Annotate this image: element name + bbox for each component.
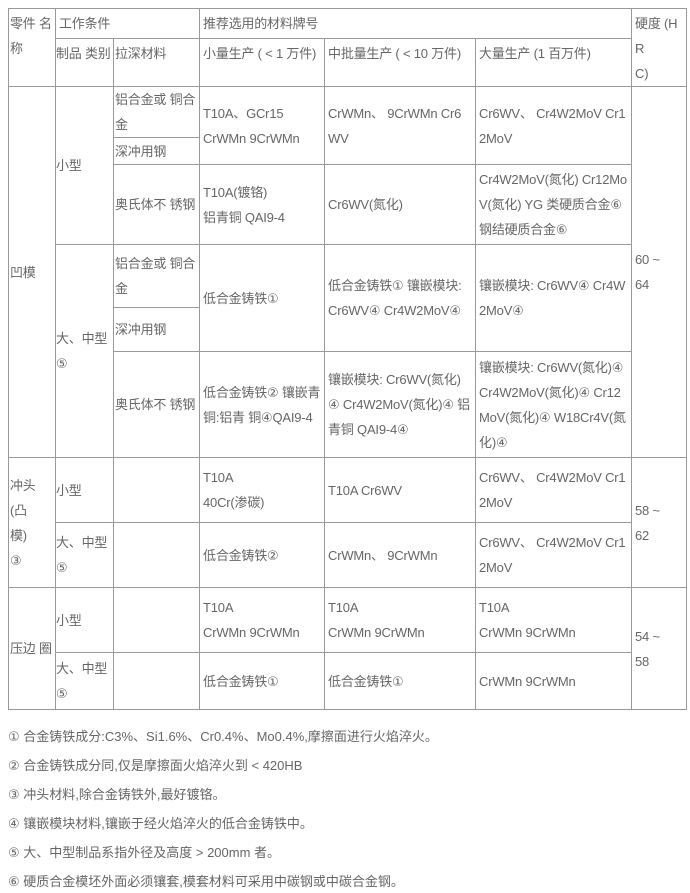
header-part-name: 零件 名称 xyxy=(8,8,56,87)
cell-die-large-material-steel: 深冲用钢 xyxy=(112,307,201,352)
header-product-category: 制品 类别 xyxy=(55,38,114,87)
cell-holder-large-mid: 低合金铸铁① xyxy=(324,652,477,710)
cell-punch-large-high: Cr6WV、 Cr4W2MoV Cr12MoV xyxy=(475,522,633,588)
cell-punch-small-high: Cr6WV、 Cr4W2MoV Cr12MoV xyxy=(475,457,633,523)
table-row: 压边 圈 小型 T10A CrWMn 9CrWMn T10A CrWMn 9Cr… xyxy=(8,587,688,710)
footnotes: ① 合金铸铁成分:C3%、Si1.6%、Cr0.4%、Mo0.4%,摩擦面进行火… xyxy=(8,726,686,893)
cell-punch-large-mid: CrWMn、 9CrWMn xyxy=(324,522,477,588)
cell-die-large-r2-mid: 镶嵌模块: Cr6WV(氮化)④ Cr4W2MoV(氮化)④ 铝青铜 QAI9-… xyxy=(324,351,477,458)
cell-punch-small-category: 小型 xyxy=(55,457,114,523)
cell-holder-small-low: T10A CrWMn 9CrWMn xyxy=(199,587,326,653)
table-row: 冲头 (凸 模) ③ 小型 T10A 40Cr(渗碳) T10A Cr6WV C… xyxy=(8,457,688,588)
cell-holder-large-high: CrWMn 9CrWMn xyxy=(475,652,633,710)
cell-holder-small-high: T10A CrWMn 9CrWMn xyxy=(475,587,633,653)
cell-punch-small-mid: T10A Cr6WV xyxy=(324,457,477,523)
cell-die-large-material-alloy: 铝合金或 铜合金 xyxy=(112,244,201,308)
cell-die-large-category: 大、中型⑤ xyxy=(55,244,114,458)
cell-punch-large-category: 大、中型⑤ xyxy=(55,522,114,588)
table-row: 大、中型⑤ 铝合金或 铜合金 低合金铸铁① 低合金铸铁① 镶嵌模块: Cr6WV… xyxy=(9,244,687,458)
cell-die-small-r2-low: T10A(镀铬) 铝青铜 QAI9-4 xyxy=(199,164,326,245)
cell-die-large-r2-high: 镶嵌模块: Cr6WV(氮化)④ Cr4W2MoV(氮化)④ Cr12MoV(氮… xyxy=(475,351,633,458)
header-recommended-materials: 推荐选用的材料牌号 xyxy=(199,7,633,40)
cell-die-small-r2-high: Cr4W2MoV(氮化) Cr12MoV(氮化) YG 类硬质合金⑥ 钢结硬质合… xyxy=(475,164,633,245)
cell-punch-large-low: 低合金铸铁② xyxy=(199,522,326,588)
header-small-batch: 小量生产 ( < 1 万件) xyxy=(199,38,326,87)
cell-die-small-r1-low: T10A、GCr15 CrWMn 9CrWMn xyxy=(199,86,326,165)
cell-die-hardness: 60 ~ 64 xyxy=(631,86,688,458)
header-working-conditions: 工作条件 xyxy=(54,7,201,40)
cell-punch-small-low: T10A 40Cr(渗碳) xyxy=(199,457,326,523)
cell-die-small-r1-high: Cr6WV、 Cr4W2MoV Cr12MoV xyxy=(475,86,633,165)
cell-punch-hardness: 58 ~ 62 xyxy=(631,457,688,588)
table-row: 凹模 小型 铝合金或 铜合金 T10A、GCr15 CrWMn 9CrWMn C… xyxy=(8,86,688,458)
cell-die-large-material-stainless: 奥氏体不 锈钢 xyxy=(112,351,201,458)
header-drawing-material: 拉深材料 xyxy=(112,38,201,87)
cell-punch-large-material-empty xyxy=(112,522,201,588)
cell-holder-large-material-empty xyxy=(112,652,201,710)
cell-die-small-material-stainless: 奥氏体不 锈钢 xyxy=(112,164,201,245)
footnote: ① 合金铸铁成分:C3%、Si1.6%、Cr0.4%、Mo0.4%,摩擦面进行火… xyxy=(8,729,438,744)
cell-die-large-r1-high: 镶嵌模块: Cr6WV④ Cr4W2MoV④ xyxy=(475,244,633,352)
table-row: 深冲用钢 xyxy=(9,307,687,352)
cell-holder-hardness: 54 ~ 58 xyxy=(631,587,688,710)
cell-die-part: 凹模 xyxy=(8,86,56,458)
header-row-1: 零件 名称 工作条件 推荐选用的材料牌号 硬度 (HR C) xyxy=(8,7,688,87)
materials-table: 零件 名称 工作条件 推荐选用的材料牌号 硬度 (HR C) 制品 类别 拉深材… xyxy=(8,7,688,710)
table-row: 奥氏体不 锈钢 T10A(镀铬) 铝青铜 QAI9-4 Cr6WV(氮化) Cr… xyxy=(9,164,687,245)
cell-die-large-r1-mid: 低合金铸铁① 镶嵌模块: Cr6WV④ Cr4W2MoV④ xyxy=(324,244,477,352)
cell-holder-large-low: 低合金铸铁① xyxy=(199,652,326,710)
footnote: ③ 冲头材料,除合金铸铁外,最好镀铬。 xyxy=(8,787,226,802)
header-mass-production: 大量生产 (1 百万件) xyxy=(475,38,633,87)
cell-die-small-material-steel: 深冲用钢 xyxy=(112,137,201,165)
cell-holder-small-material-empty xyxy=(112,587,201,653)
cell-holder-large-category: 大、中型⑤ xyxy=(55,652,114,710)
cell-die-large-r1-low: 低合金铸铁① xyxy=(199,244,326,352)
cell-punch-part: 冲头 (凸 模) ③ xyxy=(8,457,56,588)
footnote: ④ 镶嵌模块材料,镶嵌于经火焰淬火的低合金铸铁中。 xyxy=(8,816,313,831)
cell-holder-small-category: 小型 xyxy=(55,587,114,653)
table-row: 大、中型⑤ 低合金铸铁② CrWMn、 9CrWMn Cr6WV、 Cr4W2M… xyxy=(9,522,687,588)
footnote: ⑤ 大、中型制品系指外径及高度 > 200mm 者。 xyxy=(8,845,281,860)
cell-die-small-r2-mid: Cr6WV(氮化) xyxy=(324,164,477,245)
cell-punch-small-material-empty xyxy=(112,457,201,523)
footnote: ② 合金铸铁成分同,仅是摩擦面火焰淬火到 < 420HB xyxy=(8,758,303,773)
cell-holder-part: 压边 圈 xyxy=(8,587,56,710)
cell-holder-small-mid: T10A CrWMn 9CrWMn xyxy=(324,587,477,653)
cell-die-small-material-alloy: 铝合金或 铜合金 xyxy=(112,86,201,138)
cell-die-small-category: 小型 xyxy=(55,86,114,245)
header-hardness: 硬度 (HR C) xyxy=(631,8,688,87)
cell-die-large-r2-low: 低合金铸铁② 镶嵌青铜:铝青 铜④QAI9-4 xyxy=(199,351,326,458)
table-row: 深冲用钢 xyxy=(9,137,687,165)
header-row-2: 制品 类别 拉深材料 小量生产 ( < 1 万件) 中批量生产 ( < 10 万… xyxy=(9,38,687,87)
table-row: 大、中型⑤ 低合金铸铁① 低合金铸铁① CrWMn 9CrWMn xyxy=(9,652,687,710)
footnote: ⑥ 硬质合金模坯外面必须镶套,模套材料可采用中碳钢或中碳合金钢。 xyxy=(8,874,404,889)
header-medium-batch: 中批量生产 ( < 10 万件) xyxy=(324,38,477,87)
cell-die-small-r1-mid: CrWMn、 9CrWMn Cr6WV xyxy=(324,86,477,165)
